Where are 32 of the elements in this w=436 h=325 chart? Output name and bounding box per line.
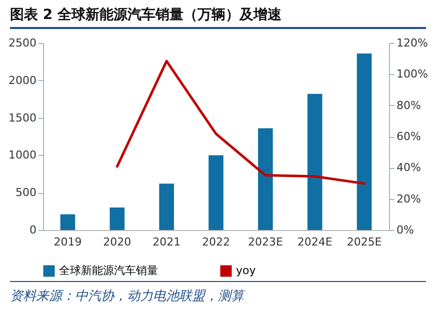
bar xyxy=(208,155,224,230)
y-tick-label: 1500 xyxy=(8,111,36,124)
text: 资料来源：中汽协，动力电池联盟，测算 xyxy=(10,281,426,305)
x-tick-label: 2023E xyxy=(248,236,283,248)
bar xyxy=(110,208,125,230)
legend-label: yoy xyxy=(236,264,256,277)
y2-tick-label: 0% xyxy=(396,224,414,236)
y2-tick-label: 40% xyxy=(396,161,421,174)
y2-tick-label: 60% xyxy=(396,130,421,143)
x-tick-label: 2020 xyxy=(103,236,132,248)
y-tick-label: 1000 xyxy=(8,148,36,162)
y-tick-label: 2500 xyxy=(8,36,36,50)
bar xyxy=(159,184,174,230)
y2-tick-label: 80% xyxy=(396,98,421,112)
bar xyxy=(60,214,76,230)
line-series xyxy=(116,60,366,185)
chart-title: 图表 2 全球新能源汽车销量（万辆）及增速 xyxy=(10,6,426,29)
x-tick-label: 2022 xyxy=(202,236,230,248)
y2-tick-label: 20% xyxy=(396,192,421,206)
y-tick-label: 500 xyxy=(16,186,36,200)
y-tick-label: 0 xyxy=(30,224,36,236)
y-tick-label: 2000 xyxy=(8,74,36,87)
y2-tick-label: 100% xyxy=(396,68,428,81)
x-tick-label: 2025E xyxy=(346,236,382,248)
bar xyxy=(356,53,372,230)
legend-label: 全球新能源汽车销量 xyxy=(59,264,158,277)
x-tick-label: 2019 xyxy=(54,236,82,248)
bar xyxy=(258,128,273,230)
bar xyxy=(307,94,322,230)
x-tick-label: 2024E xyxy=(297,236,332,248)
x-tick-label: 2021 xyxy=(152,236,181,248)
y2-tick-label: 120% xyxy=(396,36,428,50)
